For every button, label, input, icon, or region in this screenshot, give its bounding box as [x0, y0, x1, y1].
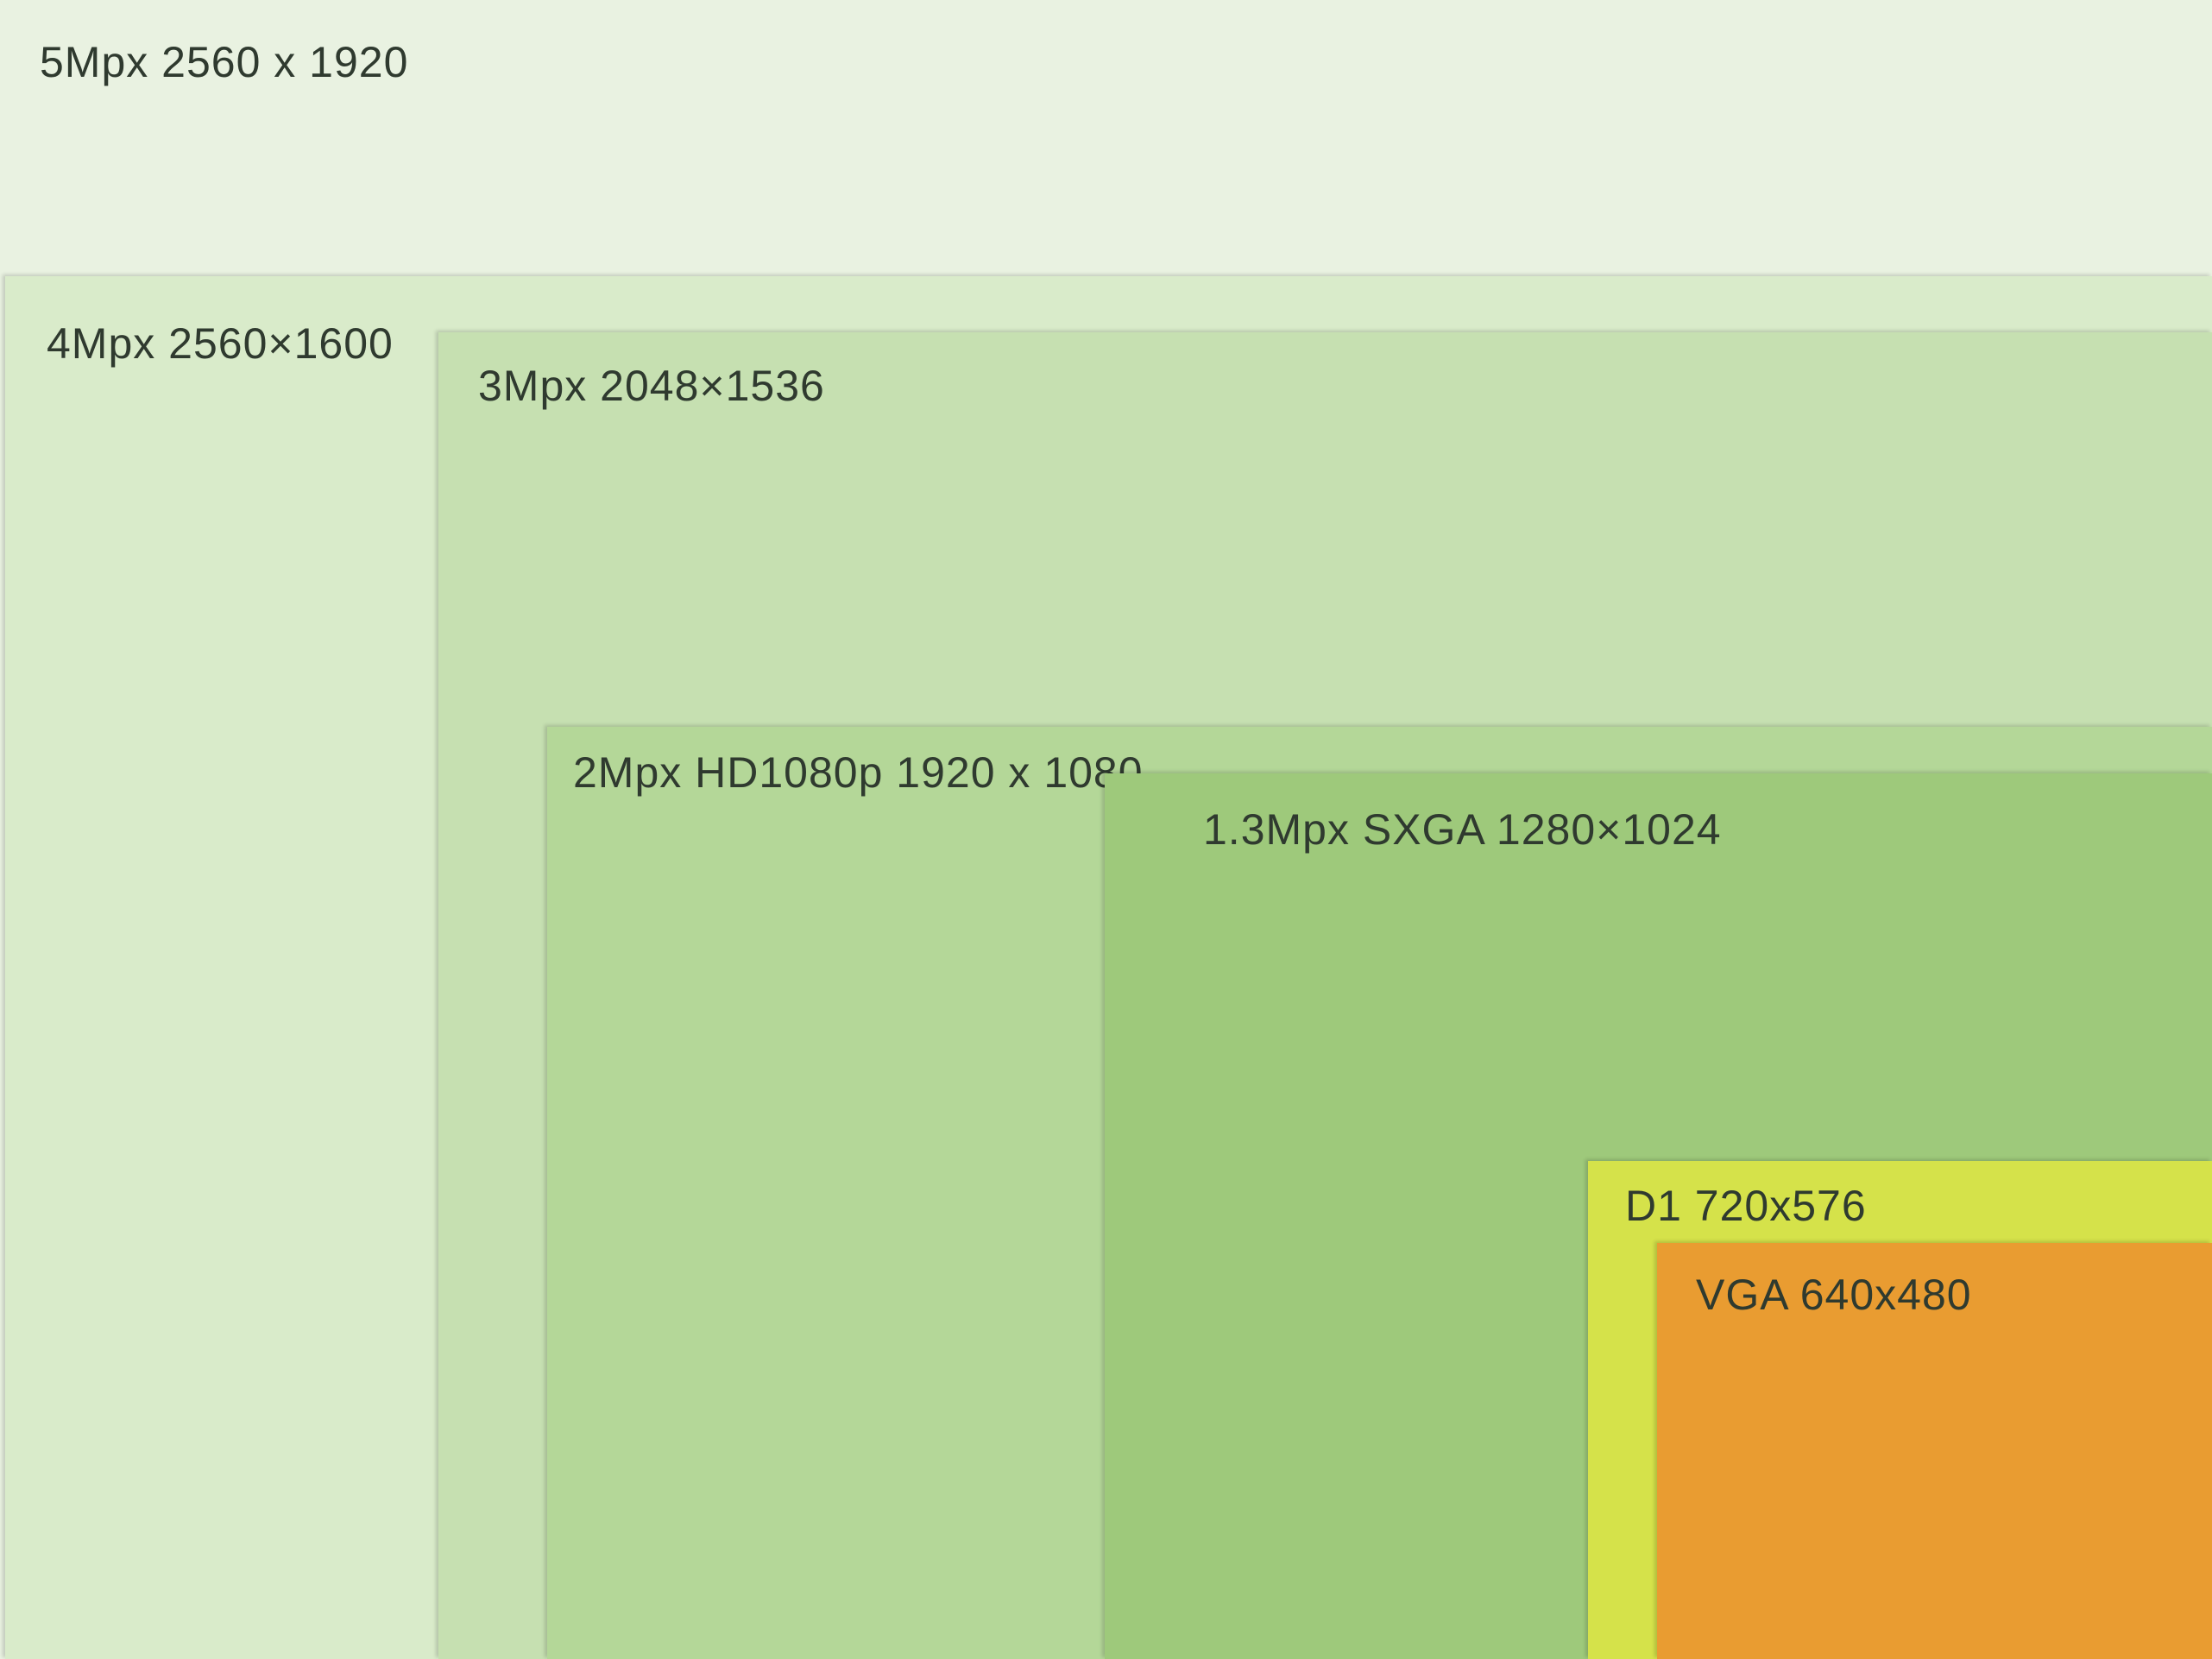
- label-3mpx: 3Mpx 2048×1536: [478, 362, 825, 410]
- label-d1: D1 720x576: [1625, 1182, 1867, 1230]
- label-1-3mpx-sxga: 1.3Mpx SXGA 1280×1024: [1203, 805, 1722, 854]
- label-2mpx-hd1080p: 2Mpx HD1080p 1920 x 1080: [573, 748, 1144, 797]
- region-vga: VGA 640x480: [1657, 1243, 2212, 1659]
- label-vga: VGA 640x480: [1696, 1271, 1972, 1319]
- label-4mpx: 4Mpx 2560×1600: [47, 319, 394, 368]
- label-5mpx: 5Mpx 2560 x 1920: [40, 38, 409, 86]
